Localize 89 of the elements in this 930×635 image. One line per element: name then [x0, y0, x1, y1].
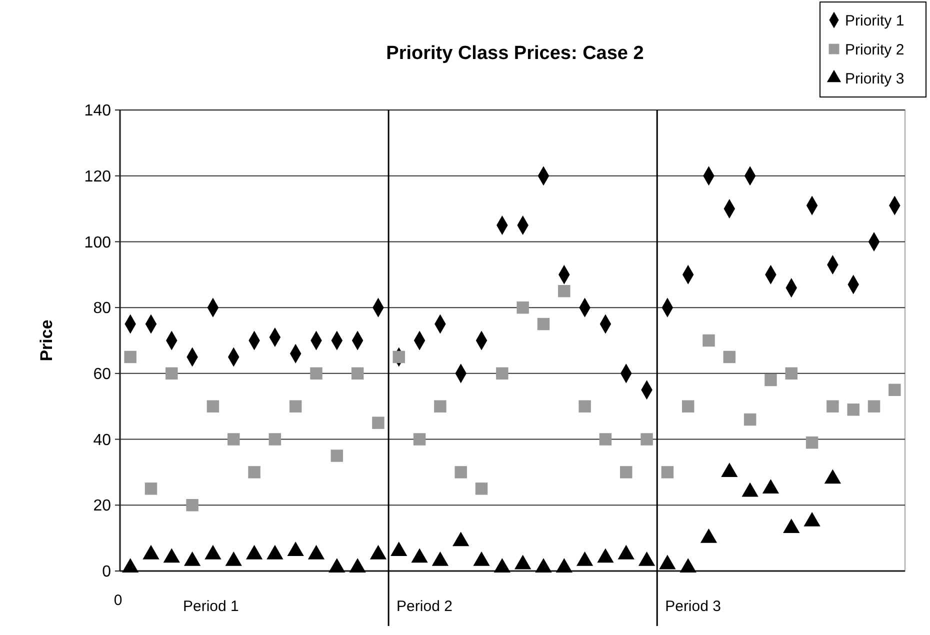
point: [888, 384, 901, 396]
point: [494, 558, 510, 573]
point: [392, 350, 406, 364]
point: [496, 367, 508, 380]
point: [721, 462, 738, 478]
point: [682, 400, 694, 412]
y-tick-label: 120: [84, 168, 112, 186]
point: [599, 433, 612, 446]
point: [804, 512, 820, 526]
point: [227, 433, 240, 446]
point: [824, 469, 842, 484]
point: [349, 558, 366, 573]
point: [166, 367, 178, 380]
point: [702, 334, 715, 347]
point: [620, 466, 632, 478]
y-axis-title: Price: [37, 320, 56, 362]
legend-label: Priority 3: [845, 70, 904, 88]
point: [246, 544, 263, 560]
point: [680, 558, 696, 573]
point: [847, 404, 860, 416]
point: [434, 400, 446, 412]
point: [287, 542, 304, 556]
text: 0: [114, 592, 122, 609]
point: [762, 479, 780, 494]
point: [785, 367, 798, 380]
point: [390, 542, 408, 556]
point: [289, 400, 302, 412]
point: [248, 466, 260, 478]
y-tick-label: 20: [93, 498, 112, 515]
point: [308, 544, 325, 560]
point: [473, 552, 490, 566]
text: Period 3: [665, 598, 721, 615]
point: [638, 552, 656, 566]
point: [868, 400, 880, 412]
point: [432, 552, 449, 566]
legend-label: Priority 2: [845, 41, 904, 58]
chart-title: Priority Class Prices: Case 2: [386, 43, 644, 64]
point: [700, 528, 718, 543]
y-tick-label: 60: [93, 366, 112, 384]
point: [328, 558, 346, 573]
point: [556, 558, 572, 573]
point: [142, 544, 160, 560]
point: [826, 400, 839, 412]
point: [184, 552, 201, 566]
point: [310, 367, 322, 380]
point: [351, 367, 364, 380]
y-tick-label: 140: [84, 102, 112, 120]
text: Period 2: [396, 598, 452, 615]
point: [225, 552, 242, 566]
point: [723, 350, 736, 364]
point: [806, 436, 818, 449]
point: [413, 433, 426, 446]
point: [576, 552, 594, 566]
y-tick-label: 100: [84, 234, 112, 252]
point: [372, 416, 384, 429]
point: [742, 482, 758, 497]
y-tick-label: 80: [93, 300, 112, 318]
point: [783, 518, 800, 533]
point: [268, 433, 282, 446]
point: [454, 466, 467, 478]
point: [744, 413, 756, 426]
point: [124, 350, 136, 364]
point: [206, 400, 220, 412]
point: [266, 544, 284, 560]
point: [204, 544, 222, 560]
point: [659, 554, 676, 570]
point: [535, 558, 552, 573]
point: [122, 558, 139, 573]
point: [764, 374, 777, 386]
text: Period 1: [183, 598, 239, 615]
point: [144, 482, 158, 495]
point: [640, 433, 653, 446]
point: [452, 532, 470, 546]
point: [558, 284, 570, 298]
legend-label: Priority 1: [845, 12, 904, 30]
point: [516, 301, 529, 314]
y-tick-label: 0: [102, 564, 112, 581]
y-tick-label: 40: [93, 432, 112, 449]
point: [514, 554, 532, 570]
point: [597, 548, 614, 563]
point: [537, 318, 550, 330]
point: [330, 450, 344, 462]
point: [661, 466, 674, 478]
point: [411, 548, 428, 563]
point: [370, 544, 387, 560]
point: [163, 548, 180, 563]
point: [618, 544, 634, 560]
point: [578, 400, 591, 412]
point: [475, 482, 488, 495]
